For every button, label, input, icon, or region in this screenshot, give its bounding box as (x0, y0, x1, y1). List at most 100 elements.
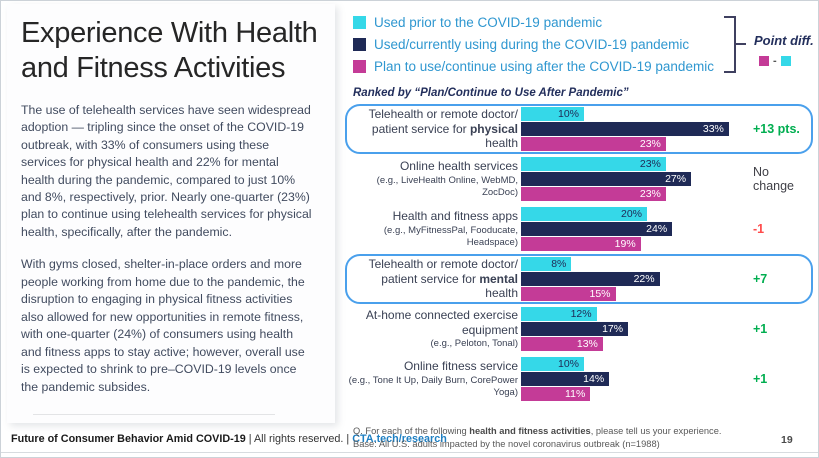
point-diff-value: +7 (753, 272, 768, 286)
bar-value-label: 11% (565, 387, 586, 400)
legend-swatch-magenta-icon (353, 59, 366, 73)
legend-item-prior: Used prior to the COVID-19 pandemic (353, 11, 714, 33)
bar-value-label: 23% (639, 137, 661, 150)
bar-used-during: 27% (521, 172, 692, 186)
point-diff-value: -1 (753, 222, 765, 236)
bar-used-prior: 12% (521, 307, 597, 321)
bar-used-during: 24% (521, 222, 673, 236)
point-diff-value: No change (753, 165, 795, 193)
row-title: Online fitness service (403, 359, 518, 374)
row-label: Telehealth or remote doctor/ patient ser… (347, 107, 521, 152)
bar-value-label: 14% (583, 372, 605, 385)
row-subtitle: (e.g., Peloton, Tonal) (430, 338, 519, 350)
point-diff-value: +1 (753, 322, 768, 336)
row-title-bold: mental (479, 271, 518, 286)
chart-row-online-fitness-service: Online fitness service (e.g., Tone It Up… (347, 354, 813, 404)
intro-paragraph-2: With gyms closed, shelter-in-place order… (21, 257, 305, 394)
row-label: Telehealth or remote doctor/ patient ser… (347, 257, 521, 302)
bar-value-label: 33% (702, 122, 724, 135)
bar-value-label: 23% (639, 157, 661, 170)
row-title-pre: patient service for (381, 271, 480, 286)
legend-item-after: Plan to use/continue using after the COV… (353, 55, 714, 77)
bar-used-during: 22% (521, 272, 660, 286)
bar-used-prior: 8% (521, 257, 572, 271)
bar-used-during: 17% (521, 322, 629, 336)
bar-value-label: 12% (570, 307, 592, 320)
point-diff-label: Point diff. (754, 33, 814, 48)
legend-swatch-navy-icon (353, 37, 366, 51)
bar-group: 20% 24% 19% (521, 206, 739, 252)
bar-value-label: 10% (557, 357, 579, 370)
bar-chart: Telehealth or remote doctor/ patient ser… (345, 104, 813, 404)
bar-group: 10% 33% 23% (521, 106, 739, 152)
bar-plan-after: 19% (521, 237, 641, 251)
row-title: At-home connected exercise equipment (365, 307, 518, 337)
row-label: Health and fitness apps (e.g., MyFitness… (347, 209, 521, 249)
bar-group: 23% 27% 23% (521, 156, 739, 202)
row-title-post: health (485, 136, 518, 151)
left-text-panel: Experience With Health and Fitness Activ… (7, 4, 335, 423)
survey-question-bold: health and fitness activities (469, 426, 591, 436)
slide-bottom-edge (1, 452, 818, 453)
bar-value-label: 22% (633, 272, 655, 285)
point-diff-value: +1 (753, 372, 768, 386)
bar-value-label: 20% (620, 207, 642, 220)
chart-row-connected-exercise-equipment: At-home connected exercise equipment (e.… (347, 304, 813, 354)
bracket-middle-tick (736, 43, 746, 45)
bar-group: 12% 17% 13% (521, 306, 739, 352)
chart-row-telehealth-mental: Telehealth or remote doctor/ patient ser… (345, 254, 813, 304)
bracket-bottom-tick (724, 71, 734, 73)
bar-value-label: 8% (551, 257, 567, 270)
bar-value-label: 15% (589, 287, 611, 300)
bar-plan-after: 13% (521, 337, 603, 351)
legend-label: Used/currently using during the COVID-19… (374, 36, 690, 52)
bar-value-label: 10% (557, 107, 579, 120)
row-title: Health and fitness apps (392, 209, 518, 224)
survey-base: Base: All U.S. adults impacted by the no… (353, 439, 660, 450)
legend-label: Used prior to the COVID-19 pandemic (374, 14, 603, 30)
survey-question: Q. For each of the following health and … (353, 425, 721, 438)
legend-label: Plan to use/continue using after the COV… (374, 58, 714, 74)
chart-row-telehealth-physical: Telehealth or remote doctor/ patient ser… (345, 104, 813, 154)
bar-used-during: 14% (521, 372, 610, 386)
bar-used-during: 33% (521, 122, 729, 136)
bracket-top-tick (724, 16, 734, 18)
row-subtitle: (e.g., LiveHealth Online, WebMD, ZocDoc) (376, 175, 518, 198)
bar-used-prior: 20% (521, 207, 647, 221)
divider (33, 414, 275, 415)
bar-plan-after: 23% (521, 187, 666, 201)
formula-minus: - (773, 55, 777, 67)
bar-plan-after: 23% (521, 137, 666, 151)
page-title: Experience With Health and Fitness Activ… (21, 17, 318, 85)
footer-survey-note: Q. For each of the following health and … (353, 425, 721, 452)
formula-cyan-swatch-icon (780, 56, 791, 66)
chart-legend: Used prior to the COVID-19 pandemic Used… (353, 11, 714, 77)
row-label: At-home connected exercise equipment (e.… (347, 308, 521, 351)
bracket-vertical-line (734, 16, 736, 73)
chart-row-health-fitness-apps: Health and fitness apps (e.g., MyFitness… (347, 204, 813, 254)
page-number: 19 (781, 434, 793, 446)
footer-rights: | All rights reserved. | (245, 433, 353, 445)
row-title-bold: physical (469, 121, 518, 136)
row-title: Online health services (399, 159, 518, 174)
point-diff-formula: - (759, 55, 791, 67)
row-title-line1: Telehealth or remote doctor/ (368, 256, 518, 271)
footer-research-link[interactable]: CTA.tech/research (352, 433, 447, 445)
bar-value-label: 27% (665, 172, 687, 185)
bar-value-label: 19% (614, 237, 636, 250)
intro-paragraph-1: The use of telehealth services have seen… (21, 102, 312, 239)
survey-question-post: , please tell us your experience. (590, 426, 722, 436)
row-label: Online health services (e.g., LiveHealth… (347, 159, 521, 199)
bar-group: 8% 22% 15% (521, 256, 739, 302)
bar-used-prior: 10% (521, 357, 584, 371)
bar-value-label: 23% (639, 187, 661, 200)
row-title-post: health (485, 286, 518, 301)
formula-magenta-swatch-icon (759, 56, 769, 66)
bar-used-prior: 10% (521, 107, 584, 121)
bar-group: 10% 14% 11% (521, 356, 739, 402)
survey-question-pre: Q. For each of the following (353, 426, 470, 436)
chart-row-online-health-services: Online health services (e.g., LiveHealth… (347, 154, 813, 204)
footer-report-title: Future of Consumer Behavior Amid COVID-1… (11, 433, 246, 445)
bar-used-prior: 23% (521, 157, 666, 171)
